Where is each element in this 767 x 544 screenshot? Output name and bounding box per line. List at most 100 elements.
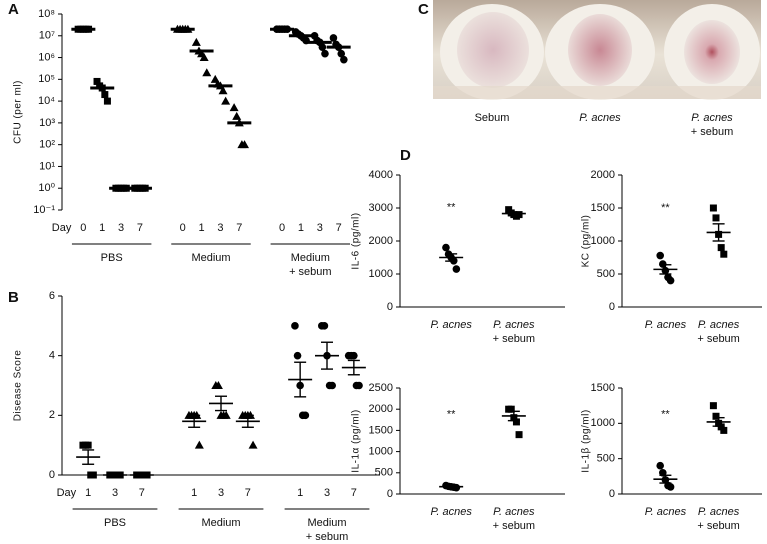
point — [293, 351, 302, 360]
y-tick-label: 2000 — [591, 169, 615, 181]
point — [507, 405, 515, 413]
y-tick-label: 1000 — [369, 446, 393, 458]
x-tick-label: 3 — [112, 487, 118, 499]
point — [350, 351, 358, 360]
point — [442, 243, 450, 252]
annotation: ** — [661, 408, 670, 420]
point — [717, 423, 725, 431]
y-tick-label: 6 — [49, 290, 55, 302]
point — [221, 96, 231, 105]
x-tick-label: P. acnes — [698, 319, 740, 331]
y-tick-label: 10¹ — [39, 160, 55, 172]
y-tick-label: 10⁷ — [39, 30, 55, 42]
point — [218, 86, 228, 95]
y-tick-label: 1500 — [369, 424, 393, 436]
photo-label: P. acnes — [691, 112, 733, 124]
x-tick-label: P. acnes — [430, 319, 472, 331]
x-tick-label: 7 — [351, 487, 357, 499]
x-tick-label: 0 — [180, 222, 186, 234]
point — [240, 140, 250, 149]
group-label: Medium — [307, 517, 346, 529]
x-tick-label: 1 — [191, 487, 197, 499]
x-tick-label: + sebum — [493, 333, 536, 345]
panel-label: C — [418, 1, 429, 18]
panel-label: B — [8, 289, 19, 306]
y-tick-label: 10³ — [39, 117, 55, 129]
point — [301, 411, 310, 420]
point — [656, 251, 664, 260]
y-tick-label: 500 — [375, 467, 393, 479]
x-tick-label: 3 — [317, 222, 323, 234]
y-axis-label: IL-1α (pg/ml) — [351, 409, 362, 472]
point — [93, 77, 101, 85]
annotation: ** — [447, 202, 456, 214]
y-tick-label: 10⁸ — [38, 8, 55, 20]
photo-label: P. acnes — [579, 112, 621, 124]
y-tick-label: 1000 — [591, 235, 615, 247]
y-tick-label: 1000 — [369, 268, 393, 280]
point — [709, 204, 717, 212]
photo-label: Sebum — [475, 112, 510, 124]
point — [318, 43, 327, 51]
y-tick-label: 10⁶ — [38, 51, 55, 63]
x-tick-label: P. acnes — [645, 506, 687, 518]
x-axis-label: Day — [57, 487, 77, 499]
point — [191, 37, 201, 46]
group-label: PBS — [101, 252, 123, 264]
y-axis-label: CFU (per ml) — [13, 80, 24, 144]
y-tick-label: 2 — [49, 409, 55, 421]
y-tick-label: 1500 — [591, 202, 615, 214]
point — [328, 381, 337, 390]
x-tick-label: + sebum — [697, 520, 740, 532]
x-tick-label: 7 — [139, 487, 145, 499]
point — [512, 418, 520, 426]
x-tick-label: 7 — [245, 487, 251, 499]
y-tick-label: 10⁴ — [38, 95, 55, 107]
y-axis-label: KC (pg/ml) — [581, 215, 592, 268]
x-tick-label: 1 — [99, 222, 105, 234]
point — [321, 49, 329, 58]
y-tick-label: 2500 — [369, 382, 393, 394]
y-tick-label: 4000 — [369, 169, 393, 181]
point — [320, 322, 329, 330]
x-tick-label: P. acnes — [493, 319, 535, 331]
x-tick-label: + sebum — [697, 333, 740, 345]
x-tick-label: P. acnes — [645, 319, 687, 331]
group-label: Medium — [191, 252, 230, 264]
point — [717, 244, 725, 252]
y-tick-label: 10⁰ — [38, 182, 55, 194]
group-label: + sebum — [306, 531, 349, 543]
point — [666, 276, 675, 285]
panel-label: A — [8, 1, 19, 18]
point — [199, 53, 209, 62]
x-tick-label: 1 — [199, 222, 205, 234]
point — [84, 441, 92, 449]
x-tick-label: 3 — [324, 487, 330, 499]
point — [232, 111, 242, 120]
point — [103, 97, 111, 105]
point — [248, 440, 258, 449]
point — [712, 214, 720, 222]
point — [329, 34, 338, 42]
y-tick-label: 0 — [387, 488, 393, 500]
y-tick-label: 0 — [49, 469, 55, 481]
y-axis-label: IL-6 (pg/ml) — [351, 212, 362, 269]
point — [291, 322, 299, 330]
photo — [433, 0, 761, 100]
point — [355, 381, 363, 390]
point — [213, 381, 223, 389]
x-tick-label: 7 — [137, 222, 143, 234]
point — [709, 402, 717, 410]
x-tick-label: 1 — [85, 487, 91, 499]
group-label: Medium — [291, 252, 330, 264]
point — [712, 412, 720, 420]
panel-label: D — [400, 147, 411, 164]
y-tick-label: 10⁵ — [38, 73, 55, 85]
y-tick-label: 0 — [387, 301, 393, 313]
group-label: Medium — [201, 517, 240, 529]
photo-label: + sebum — [691, 126, 734, 138]
x-tick-label: 7 — [336, 222, 342, 234]
group-label: PBS — [104, 517, 126, 529]
y-tick-label: 3000 — [369, 202, 393, 214]
x-tick-label: + sebum — [493, 520, 536, 532]
